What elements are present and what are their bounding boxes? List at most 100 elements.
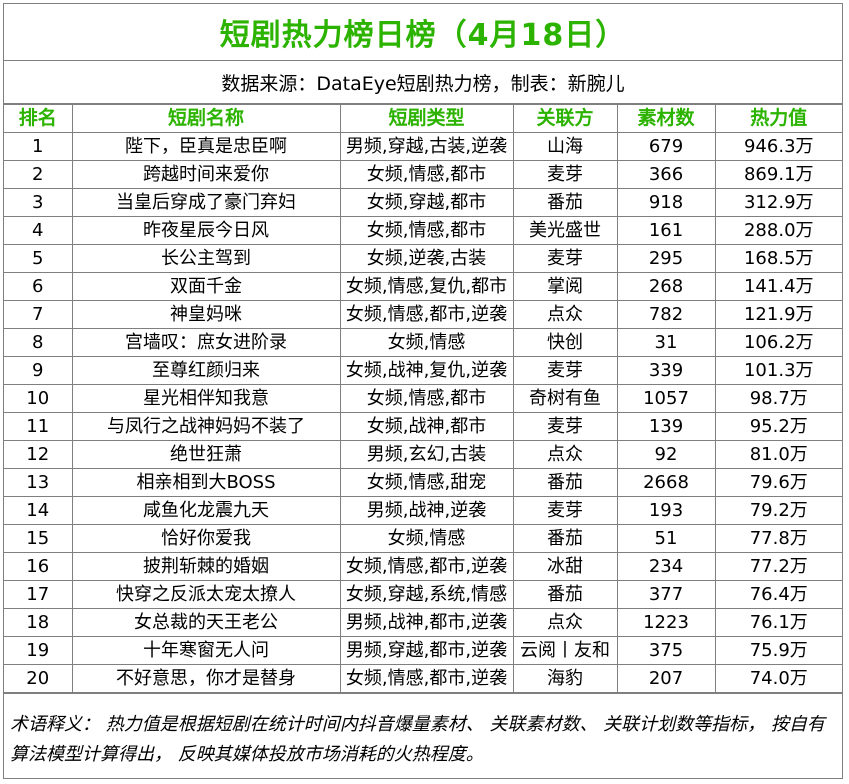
cell-rank: 20 xyxy=(4,664,73,693)
cell-rank: 1 xyxy=(4,132,73,161)
cell-material-count: 366 xyxy=(616,160,716,189)
cell-material-count: 295 xyxy=(616,244,716,273)
table-row: 18 女总裁的天王老公 男频,战神,都市,逆袭 点众 1223 76.1万 xyxy=(4,608,842,637)
header-rank: 排名 xyxy=(4,104,73,133)
cell-related-party: 麦芽 xyxy=(512,244,618,273)
cell-related-party: 奇树有鱼 xyxy=(512,384,618,413)
cell-related-party: 番茄 xyxy=(512,580,618,609)
cell-heat-value: 101.3万 xyxy=(714,356,842,385)
cell-rank: 12 xyxy=(4,440,73,469)
cell-material-count: 193 xyxy=(616,496,716,525)
cell-material-count: 234 xyxy=(616,552,716,581)
cell-material-count: 207 xyxy=(616,664,716,693)
cell-drama-type: 女频,情感,都市 xyxy=(339,216,514,245)
cell-material-count: 377 xyxy=(616,580,716,609)
cell-drama-type: 男频,穿越,古装,逆袭 xyxy=(339,132,514,161)
cell-drama-type: 女频,穿越,都市 xyxy=(339,188,514,217)
cell-heat-value: 869.1万 xyxy=(714,160,842,189)
table-row: 9 至尊红颜归来 女频,战神,复仇,逆袭 麦芽 339 101.3万 xyxy=(4,356,842,385)
cell-rank: 9 xyxy=(4,356,73,385)
cell-drama-type: 女频,情感,都市,逆袭 xyxy=(339,300,514,329)
cell-material-count: 1057 xyxy=(616,384,716,413)
table-row: 10 星光相伴知我意 女频,情感,都市 奇树有鱼 1057 98.7万 xyxy=(4,384,842,413)
cell-drama-type: 男频,战神,都市,逆袭 xyxy=(339,608,514,637)
cell-rank: 10 xyxy=(4,384,73,413)
cell-material-count: 2668 xyxy=(616,468,716,497)
cell-drama-type: 女频,情感 xyxy=(339,328,514,357)
table-row: 8 宫墙叹：庶女进阶录 女频,情感 快创 31 106.2万 xyxy=(4,328,842,357)
cell-material-count: 1223 xyxy=(616,608,716,637)
cell-drama-type: 女频,情感,都市 xyxy=(339,384,514,413)
header-heat-value: 热力值 xyxy=(714,104,842,133)
cell-drama-type: 男频,玄幻,古装 xyxy=(339,440,514,469)
cell-drama-name: 当皇后穿成了豪门弃妇 xyxy=(71,188,341,217)
cell-rank: 4 xyxy=(4,216,73,245)
cell-rank: 8 xyxy=(4,328,73,357)
cell-drama-type: 女频,情感 xyxy=(339,524,514,553)
cell-heat-value: 81.0万 xyxy=(714,440,842,469)
cell-related-party: 山海 xyxy=(512,132,618,161)
cell-drama-type: 男频,战神,逆袭 xyxy=(339,496,514,525)
cell-drama-type: 女频,情感,都市,逆袭 xyxy=(339,664,514,693)
table-row: 15 恰好你爱我 女频,情感 番茄 51 77.8万 xyxy=(4,524,842,553)
cell-drama-type: 女频,情感,甜宠 xyxy=(339,468,514,497)
cell-rank: 5 xyxy=(4,244,73,273)
cell-drama-type: 女频,逆袭,古装 xyxy=(339,244,514,273)
table-row: 20 不好意思，你才是替身 女频,情感,都市,逆袭 海豹 207 74.0万 xyxy=(4,664,842,693)
data-source-line: 数据来源：DataEye短剧热力榜，制表：新腕儿 xyxy=(4,61,842,104)
cell-heat-value: 312.9万 xyxy=(714,188,842,217)
cell-rank: 6 xyxy=(4,272,73,301)
table-row: 5 长公主驾到 女频,逆袭,古装 麦芽 295 168.5万 xyxy=(4,244,842,273)
header-row: 排名 短剧名称 短剧类型 关联方 素材数 热力值 xyxy=(4,104,842,133)
cell-related-party: 番茄 xyxy=(512,468,618,497)
cell-drama-type: 男频,穿越,都市,逆袭 xyxy=(339,636,514,665)
cell-heat-value: 946.3万 xyxy=(714,132,842,161)
cell-drama-type: 女频,战神,都市 xyxy=(339,412,514,441)
cell-heat-value: 76.4万 xyxy=(714,580,842,609)
table-row: 19 十年寒窗无人问 男频,穿越,都市,逆袭 云阅丨友和 375 75.9万 xyxy=(4,636,842,665)
cell-material-count: 92 xyxy=(616,440,716,469)
cell-drama-name: 长公主驾到 xyxy=(71,244,341,273)
cell-drama-name: 恰好你爱我 xyxy=(71,524,341,553)
cell-heat-value: 121.9万 xyxy=(714,300,842,329)
cell-rank: 7 xyxy=(4,300,73,329)
cell-drama-name: 披荆斩棘的婚姻 xyxy=(71,552,341,581)
cell-related-party: 麦芽 xyxy=(512,412,618,441)
cell-related-party: 点众 xyxy=(512,300,618,329)
header-drama-name: 短剧名称 xyxy=(71,104,341,133)
cell-material-count: 51 xyxy=(616,524,716,553)
cell-drama-name: 宫墙叹：庶女进阶录 xyxy=(71,328,341,357)
cell-drama-type: 女频,情感,都市,逆袭 xyxy=(339,552,514,581)
table-row: 7 神皇妈咪 女频,情感,都市,逆袭 点众 782 121.9万 xyxy=(4,300,842,329)
cell-drama-type: 女频,情感,复仇,都市 xyxy=(339,272,514,301)
cell-material-count: 161 xyxy=(616,216,716,245)
cell-rank: 14 xyxy=(4,496,73,525)
cell-rank: 16 xyxy=(4,552,73,581)
cell-heat-value: 76.1万 xyxy=(714,608,842,637)
header-drama-type: 短剧类型 xyxy=(339,104,514,133)
cell-drama-name: 昨夜星辰今日风 xyxy=(71,216,341,245)
table-row: 6 双面千金 女频,情感,复仇,都市 掌阅 268 141.4万 xyxy=(4,272,842,301)
cell-related-party: 掌阅 xyxy=(512,272,618,301)
table-body: 1 陛下，臣真是忠臣啊 男频,穿越,古装,逆袭 山海 679 946.3万 2 跨越时间来爱你… xyxy=(4,132,842,693)
cell-related-party: 海豹 xyxy=(512,664,618,693)
table-row: 4 昨夜星辰今日风 女频,情感,都市 美光盛世 161 288.0万 xyxy=(4,216,842,245)
ranking-table: 排名 短剧名称 短剧类型 关联方 素材数 热力值 1 陛下，臣真是忠臣啊 男频,穿越… xyxy=(4,104,842,693)
cell-heat-value: 168.5万 xyxy=(714,244,842,273)
cell-drama-name: 快穿之反派太宠太撩人 xyxy=(71,580,341,609)
cell-drama-name: 十年寒窗无人问 xyxy=(71,636,341,665)
table-row: 11 与凤行之战神妈妈不装了 女频,战神,都市 麦芽 139 95.2万 xyxy=(4,412,842,441)
cell-material-count: 679 xyxy=(616,132,716,161)
cell-drama-name: 星光相伴知我意 xyxy=(71,384,341,413)
table-row: 12 绝世狂萧 男频,玄幻,古装 点众 92 81.0万 xyxy=(4,440,842,469)
cell-material-count: 375 xyxy=(616,636,716,665)
cell-heat-value: 77.8万 xyxy=(714,524,842,553)
cell-drama-type: 女频,战神,复仇,逆袭 xyxy=(339,356,514,385)
cell-heat-value: 79.6万 xyxy=(714,468,842,497)
cell-drama-name: 咸鱼化龙震九天 xyxy=(71,496,341,525)
cell-heat-value: 95.2万 xyxy=(714,412,842,441)
cell-related-party: 麦芽 xyxy=(512,160,618,189)
cell-material-count: 782 xyxy=(616,300,716,329)
cell-drama-name: 跨越时间来爱你 xyxy=(71,160,341,189)
cell-heat-value: 77.2万 xyxy=(714,552,842,581)
